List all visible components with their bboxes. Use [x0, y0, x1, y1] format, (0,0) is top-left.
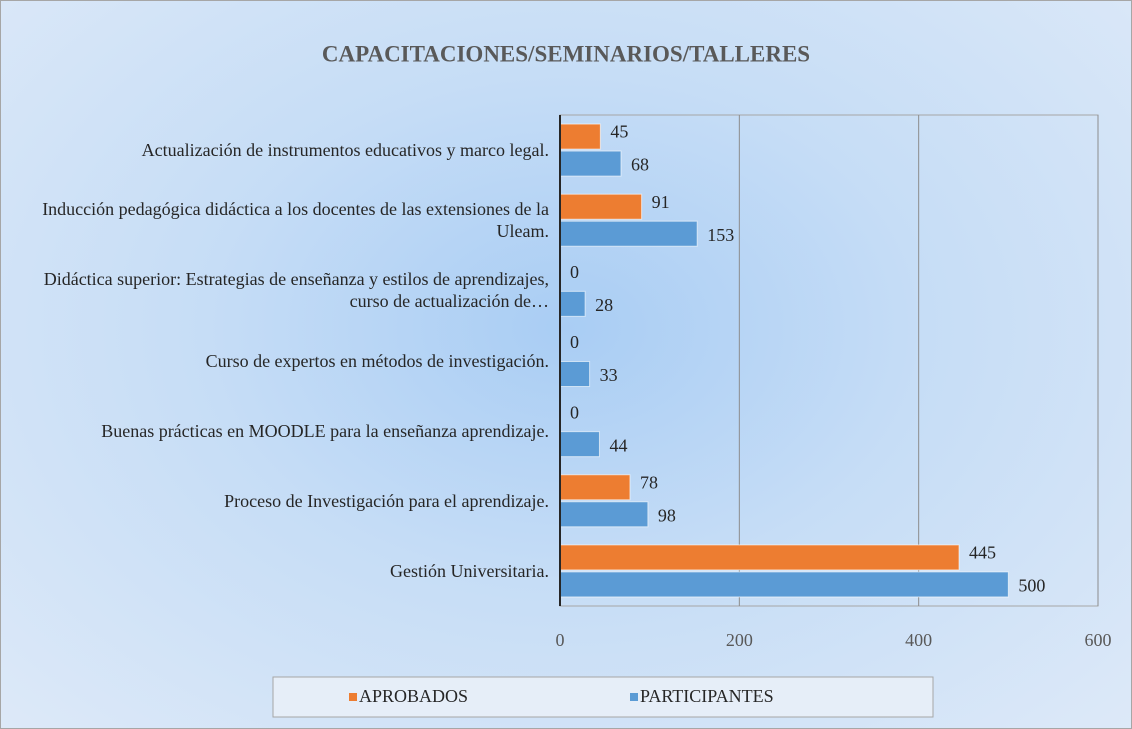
bar [559, 290, 586, 317]
bar [559, 431, 600, 458]
chart-title: CAPACITACIONES/SEMINARIOS/TALLERES [322, 41, 810, 66]
bar [559, 501, 649, 528]
bar [559, 571, 1009, 598]
data-label: 98 [658, 505, 676, 525]
plot-area [559, 114, 1099, 607]
bar [559, 544, 960, 571]
x-tick-label: 600 [1085, 630, 1112, 650]
data-label: 0 [570, 262, 579, 282]
data-label: 68 [631, 155, 649, 175]
y-tick-label: Inducción pedagógica didáctica a los doc… [42, 199, 549, 242]
data-label: 445 [969, 543, 996, 563]
y-tick-label: Curso de expertos en métodos de investig… [205, 350, 549, 371]
data-label: 91 [652, 192, 670, 212]
y-tick-label: Proceso de Investigación para el aprendi… [224, 490, 549, 511]
data-label: 78 [640, 472, 658, 492]
y-tick-label: Didáctica superior: Estrategias de enseñ… [43, 269, 549, 312]
data-label: 153 [707, 225, 734, 245]
y-tick-label: Actualización de instrumentos educativos… [141, 140, 549, 161]
y-tick-label: Gestión Universitaria. [390, 560, 549, 581]
bar [559, 361, 591, 387]
x-tick-label: 0 [556, 630, 565, 650]
bar [559, 150, 622, 177]
bar [559, 123, 601, 150]
legend-label: PARTICIPANTES [640, 686, 774, 706]
data-label: 0 [570, 402, 579, 422]
bar [559, 220, 698, 247]
legend-box [272, 676, 934, 718]
legend-swatch [349, 693, 357, 701]
data-label: 44 [609, 435, 627, 455]
data-label: 0 [570, 332, 579, 352]
legend-label: APROBADOS [359, 686, 468, 706]
data-label: 33 [600, 365, 618, 385]
x-tick-label: 400 [905, 630, 932, 650]
data-label: 45 [610, 122, 628, 142]
x-tick-label: 200 [726, 630, 753, 650]
data-label: 28 [595, 295, 613, 315]
y-tick-label: Buenas prácticas en MOODLE para la enseñ… [101, 420, 549, 441]
bar [559, 193, 643, 220]
data-label: 500 [1018, 576, 1045, 596]
legend-swatch [630, 693, 638, 701]
bar [559, 474, 631, 501]
